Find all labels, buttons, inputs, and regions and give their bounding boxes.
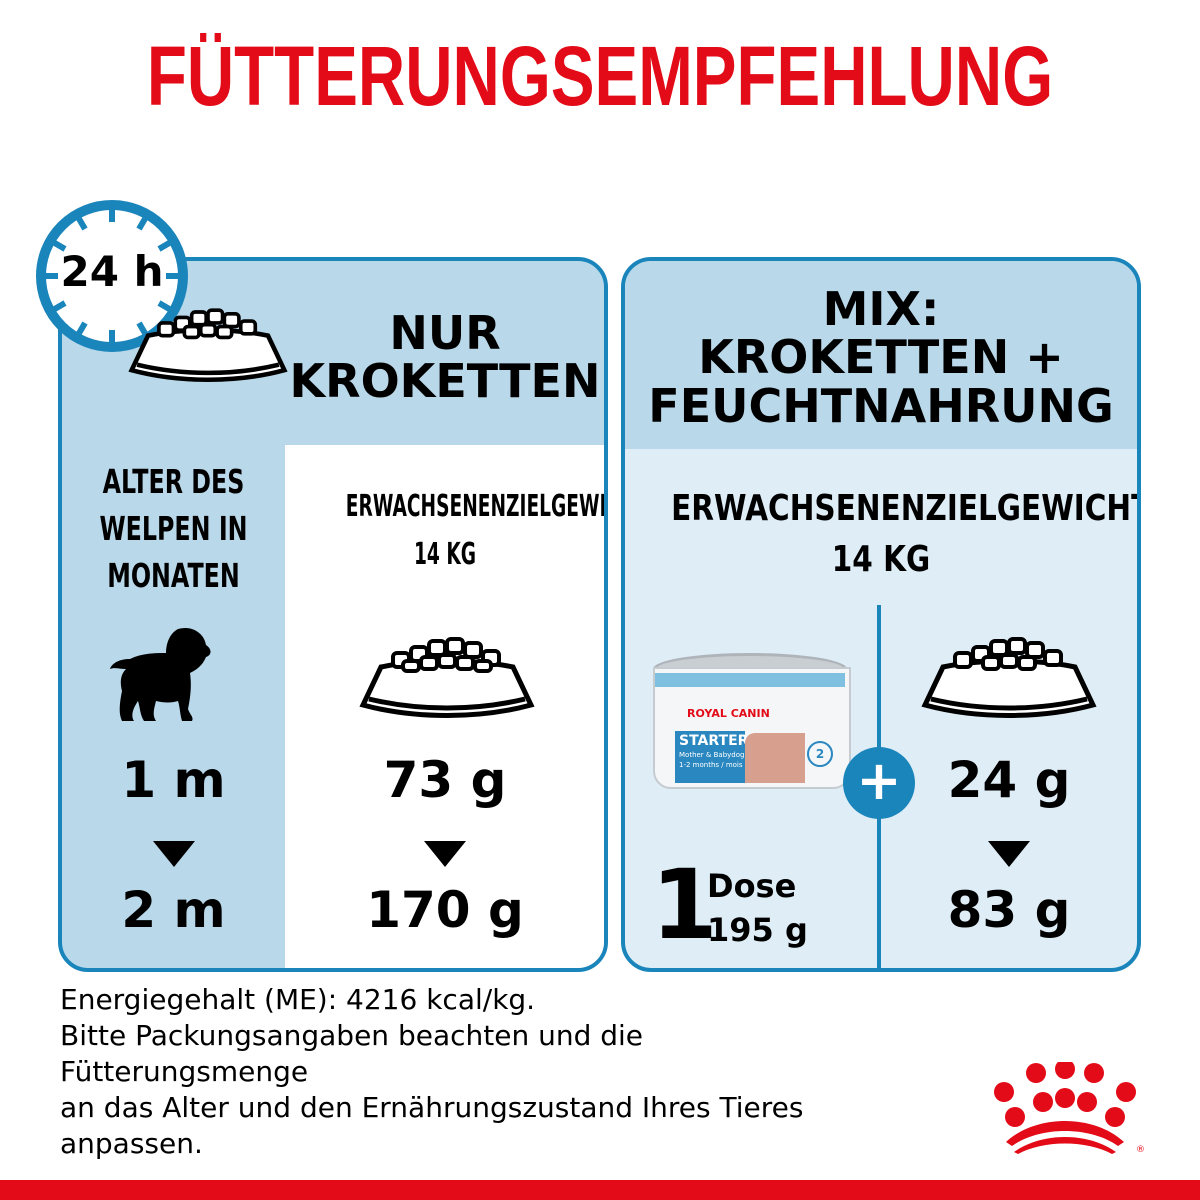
mix-heading: MIX: KROKETTEN + FEUCHTNAHRUNG — [648, 282, 1114, 433]
pate-image — [745, 733, 805, 783]
heading-line: KROKETTEN — [289, 354, 601, 409]
royal-canin-crown-logo: ® — [994, 1062, 1145, 1154]
puppy-age-label: ALTER DES WELPEN IN MONATEN — [99, 462, 248, 595]
puppy-icon — [110, 627, 211, 721]
wet-food-can-image: ROYAL CANIN STARTER Mother & Babydog 1-2… — [647, 653, 851, 793]
wet-unit: Dose — [707, 867, 797, 905]
footer-line: anpassen. — [60, 1127, 203, 1160]
food-bowl-icon — [921, 637, 1097, 718]
kibble-amount-to: 170 g — [366, 881, 524, 939]
kibble-only-heading: NUR KROKETTEN — [285, 306, 604, 409]
footer-line: an das Alter und den Ernährungszustand I… — [60, 1091, 804, 1124]
age-from: 1 m — [121, 751, 226, 809]
adult-weight-label: ERWACHSENENZIELGEWICHT: 14 KG — [671, 488, 1141, 581]
page-title: FÜTTERUNGSEMPFEHLUNG — [146, 29, 1054, 123]
badge-label: 24 h — [60, 247, 164, 296]
mix-card: MIX: KROKETTEN + FEUCHTNAHRUNG ERWACHSEN… — [621, 257, 1141, 972]
can-product: STARTER — [679, 733, 749, 749]
footer-line: Bitte Packungsangaben beachten und die — [60, 1019, 644, 1052]
svg-text:®: ® — [1136, 1145, 1145, 1154]
food-bowl-icon — [359, 637, 535, 718]
food-bowl-icon — [128, 308, 288, 382]
age-to: 2 m — [121, 881, 226, 939]
arrow-down-icon — [988, 841, 1030, 867]
wet-weight: 195 g — [707, 911, 808, 949]
clock-icon — [36, 200, 188, 352]
footer-line: Fütterungsmenge — [60, 1055, 309, 1088]
footer-notes: Energiegehalt (ME): 4216 kcal/kg. Bitte … — [60, 982, 803, 1162]
brand-red-bar — [0, 1180, 1200, 1200]
mix-dry-from: 24 g — [947, 751, 1071, 809]
energy-content: Energiegehalt (ME): 4216 kcal/kg. — [60, 983, 536, 1016]
plus-icon: + — [843, 747, 915, 819]
mix-card-header — [625, 261, 1137, 449]
heading-line: NUR — [389, 306, 501, 360]
kibble-only-card: NUR KROKETTEN ALTER DES WELPEN IN MONATE… — [58, 257, 608, 972]
mix-dry-to: 83 g — [947, 881, 1071, 939]
24h-badge: 24 h — [34, 198, 190, 354]
can-brand: ROYAL CANIN — [687, 707, 770, 720]
wet-count: 1 — [651, 849, 718, 961]
arrow-down-icon — [153, 841, 195, 867]
kibble-amount-from: 73 g — [383, 751, 507, 809]
adult-weight-label: ERWACHSENENZIELGEWICHT: 14 KG — [345, 489, 607, 572]
arrow-down-icon — [424, 841, 466, 867]
